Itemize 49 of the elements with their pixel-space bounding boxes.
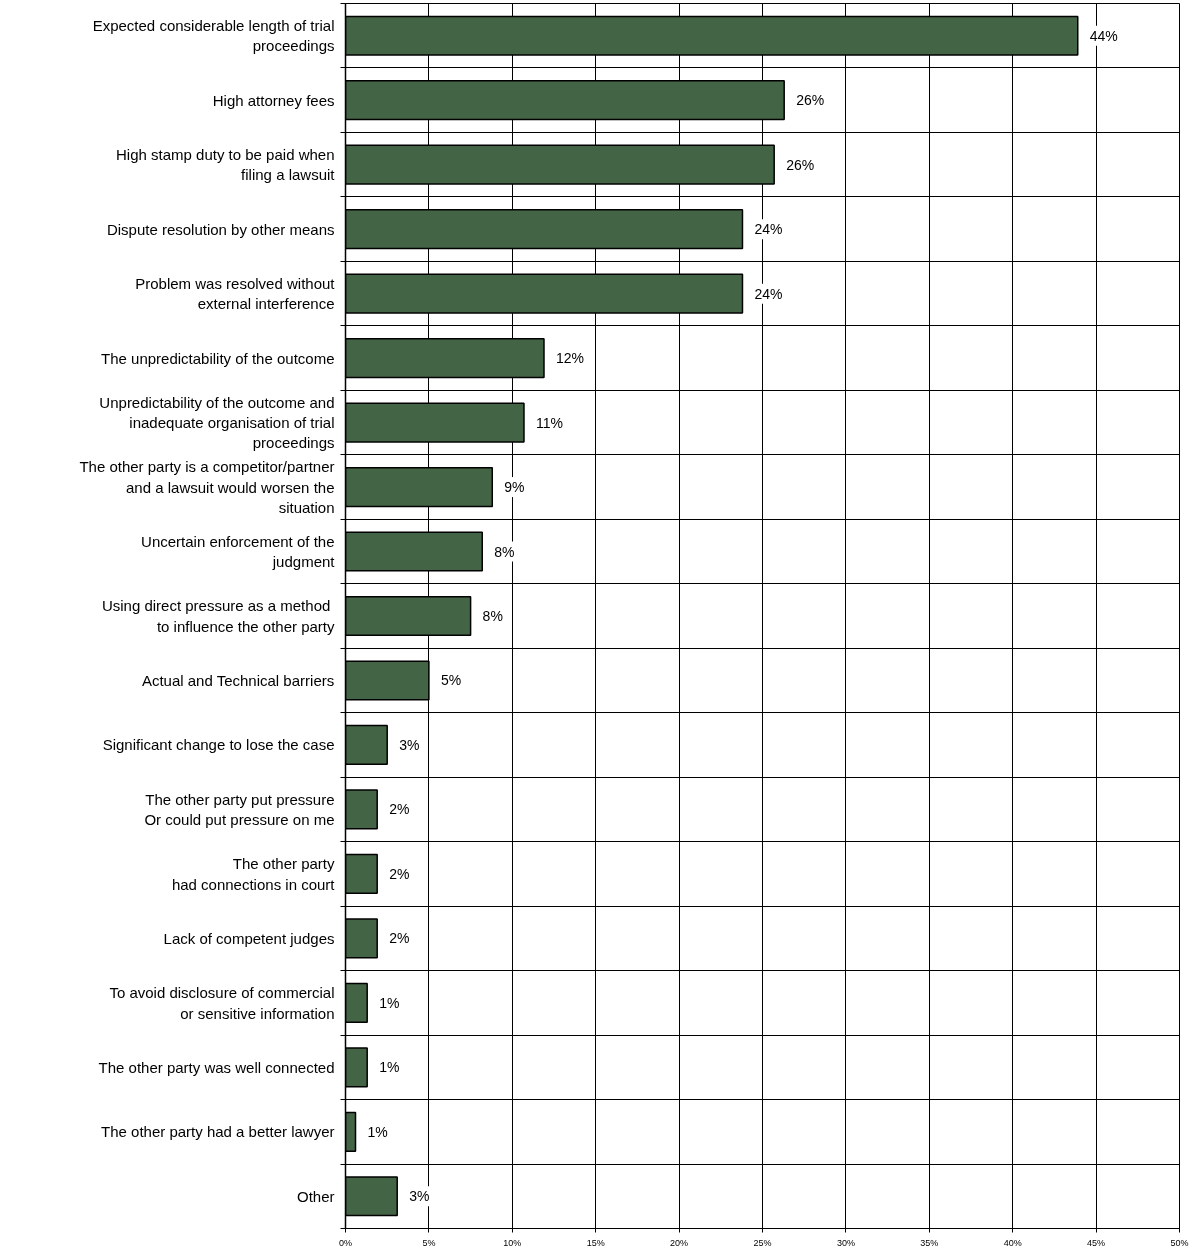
- y-tick-label: Expected considerable length of trial proceedings: [92, 17, 335, 55]
- x-tick-label: 5%: [422, 1237, 436, 1248]
- data-label: 44%: [1089, 27, 1118, 44]
- y-tick-label: Significant change to lose the case: [102, 736, 335, 754]
- x-tick-label: 0%: [339, 1237, 353, 1248]
- data-label: 1%: [379, 1059, 400, 1076]
- x-tick-label: 25%: [753, 1237, 772, 1248]
- y-tick-label: The other party had connections in court: [171, 855, 336, 893]
- data-label: 3%: [409, 1188, 430, 1205]
- y-tick-label: The other party had a better lawyer: [101, 1123, 335, 1141]
- y-tick-label: To avoid disclosure of commercial or sensitive information: [109, 984, 335, 1022]
- data-label: 1%: [379, 994, 400, 1011]
- x-tick-label: 45%: [1087, 1237, 1106, 1248]
- y-tick-label: Problem was resolved without external interference: [135, 274, 336, 313]
- x-tick-label: 35%: [920, 1237, 939, 1248]
- y-tick-label: High attorney fees: [212, 91, 335, 109]
- y-tick-label: The other party put pressure Or could put pressure on me: [144, 790, 335, 829]
- x-tick-label: 50%: [1170, 1237, 1189, 1248]
- data-label: 5%: [440, 672, 462, 689]
- y-tick-label: Using direct pressure as a method to influence the other party: [101, 597, 335, 635]
- y-tick-label: Unpredictability of the outcome and inadequate organisation of trial proceedings: [99, 393, 335, 452]
- y-tick-label: The other party was well connected: [98, 1058, 335, 1076]
- data-label: 2%: [389, 930, 410, 947]
- data-label: 9%: [504, 479, 525, 496]
- data-label: 8%: [494, 543, 515, 560]
- data-label: 2%: [389, 801, 410, 818]
- data-label: 11%: [535, 414, 563, 431]
- y-tick-label: Actual and Technical barriers: [141, 671, 335, 689]
- data-label: 24%: [754, 221, 783, 238]
- y-tick-label: The other party is a competitor/partner and a lawsuit would worsen the situation: [79, 458, 335, 516]
- y-tick-label: Dispute resolution by other means: [106, 220, 335, 238]
- x-tick-label: 30%: [836, 1237, 855, 1248]
- data-label: 12%: [555, 350, 585, 367]
- data-label: 3%: [399, 736, 420, 753]
- y-tick-label: The unpredictability of the outcome: [101, 349, 335, 367]
- x-tick-label: 40%: [1003, 1237, 1022, 1248]
- x-tick-label: 20%: [670, 1237, 689, 1248]
- data-label: 26%: [796, 92, 825, 109]
- y-tick-label: Uncertain enforcement of the judgment: [141, 532, 336, 571]
- data-label: 8%: [482, 608, 503, 624]
- x-tick-label: 10%: [503, 1237, 522, 1248]
- data-label: 26%: [786, 156, 815, 173]
- y-tick-label: Lack of competent judges: [163, 929, 335, 947]
- x-tick-label: 15%: [586, 1237, 605, 1248]
- data-label: 24%: [754, 285, 783, 302]
- data-label: 2%: [389, 865, 410, 882]
- y-tick-label: High stamp duty to be paid when filing a lawsuit: [116, 145, 336, 184]
- y-tick-label: Other: [296, 1187, 335, 1205]
- data-label: 1%: [367, 1123, 388, 1140]
